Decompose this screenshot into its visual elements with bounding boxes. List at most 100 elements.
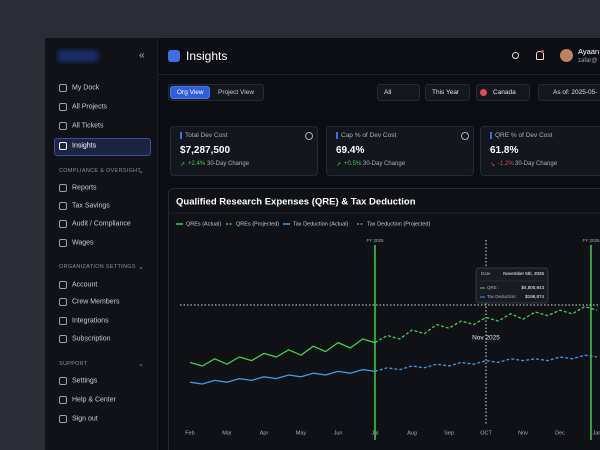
- x-tick-label: Aug: [407, 430, 417, 436]
- avatar[interactable]: [560, 49, 573, 62]
- x-tick-label: Jan: [593, 430, 600, 436]
- x-tick-label: Dec: [555, 430, 565, 436]
- icon: [59, 317, 67, 325]
- x-tick-label: Nov: [518, 430, 528, 436]
- info-icon[interactable]: [305, 132, 313, 140]
- nav-item[interactable]: Crew Members: [72, 298, 120, 306]
- date-picker[interactable]: As of: 2025-05-: [538, 84, 600, 101]
- x-tick-label: Mar: [222, 430, 232, 436]
- filter-dropdown[interactable]: Canada: [476, 84, 530, 101]
- selected-highlight: [54, 138, 151, 156]
- nav-item[interactable]: Account: [72, 281, 98, 289]
- tooltip: [475, 267, 549, 304]
- tab[interactable]: Project View: [218, 89, 255, 96]
- nav-item[interactable]: Wages: [72, 239, 94, 247]
- nav-item[interactable]: Insights: [72, 142, 97, 150]
- kpi-card: QRE % of Dev Cost 61.8% ↘ -1.2% 30-Day C…: [480, 126, 600, 176]
- legend-label: QREs (Actual): [186, 221, 221, 227]
- filter-dropdown[interactable]: All: [377, 84, 420, 101]
- icon: [59, 84, 67, 92]
- x-tick-label: Feb: [185, 430, 194, 436]
- kpi-change: -1.2%: [498, 161, 514, 167]
- icon: [59, 396, 67, 404]
- kpi-value: 69.4%: [336, 145, 365, 156]
- icon: [59, 415, 67, 423]
- nav-item[interactable]: Audit / Compliance: [72, 220, 131, 228]
- user-name: Ayaan: [578, 47, 600, 56]
- section-title: COMPLIANCE & OVERSIGHT: [59, 168, 142, 174]
- kpi-label: Cap % of Dev Cost: [336, 132, 396, 139]
- nav-item[interactable]: Reports: [72, 184, 97, 192]
- nav-item[interactable]: All Tickets: [72, 122, 104, 130]
- icon: [59, 202, 67, 210]
- x-tick-label: Jun: [334, 430, 343, 436]
- annotation: FY 2025: [367, 238, 384, 243]
- nav-item[interactable]: Tax Savings: [72, 202, 110, 210]
- annotation: FY 2026: [583, 238, 600, 243]
- chart-title: Qualified Research Expenses (QRE) & Tax …: [176, 197, 416, 208]
- kpi-label: Total Dev Cost: [180, 132, 227, 139]
- search-button[interactable]: [512, 52, 519, 59]
- tab[interactable]: Org View: [170, 86, 210, 99]
- header-divider: [157, 74, 600, 75]
- kpi-change: +0.5%: [344, 161, 362, 167]
- x-tick-label: May: [296, 430, 307, 436]
- series-line: [189, 368, 376, 385]
- icon: [59, 298, 67, 306]
- section-title: SUPPORT: [59, 361, 88, 367]
- section-title: ORGANIZATION SETTINGS: [59, 264, 136, 270]
- filter-dropdown[interactable]: This Year: [425, 84, 470, 101]
- legend-label: Tax Deduction (Projected): [367, 221, 430, 227]
- sidebar: [45, 38, 158, 450]
- info-icon[interactable]: [461, 132, 469, 140]
- icon: [59, 122, 67, 130]
- nav-item[interactable]: Settings: [72, 377, 98, 385]
- chevron[interactable]: ⌄: [138, 168, 144, 175]
- nav-item[interactable]: Integrations: [72, 317, 109, 325]
- kpi-card: Total Dev Cost $7,287,500 ↗ +2.4% 30-Day…: [170, 126, 318, 176]
- nav-item[interactable]: My Dock: [72, 84, 100, 92]
- user-email: zafar@: [578, 58, 598, 64]
- kpi-period: 30-Day Change: [515, 161, 558, 167]
- x-tick-label: OCT: [480, 430, 492, 436]
- kpi-value: $7,287,500: [180, 145, 231, 156]
- legend-label: QREs (Projected): [236, 221, 279, 227]
- icon: [59, 335, 67, 343]
- series-line: [374, 305, 598, 344]
- kpi-change: +2.4%: [188, 161, 206, 167]
- kpi-period: 30-Day Change: [207, 161, 250, 167]
- page-title: Insights: [186, 49, 228, 63]
- flag-icon: [480, 89, 487, 96]
- nav-item[interactable]: Subscription: [72, 335, 111, 343]
- notification-button[interactable]: [536, 51, 544, 60]
- chart-panel: [168, 188, 600, 450]
- x-tick-label: Jul: [371, 430, 378, 436]
- x-tick-label: Apr: [260, 430, 269, 436]
- icon: [59, 184, 67, 192]
- icon: [59, 103, 67, 111]
- x-tick-label: Sep: [444, 430, 454, 436]
- notification-dot: [541, 50, 544, 53]
- page-icon: [168, 50, 180, 62]
- collapse-button[interactable]: «: [139, 50, 145, 61]
- kpi-card: Cap % of Dev Cost 69.4% ↗ +0.5% 30-Day C…: [326, 126, 474, 176]
- tooltip-value: $198,874: [525, 294, 544, 299]
- icon: [59, 239, 67, 247]
- series-line: [189, 338, 376, 367]
- nav-item[interactable]: Help & Center: [72, 396, 116, 404]
- chevron[interactable]: ⌄: [138, 264, 144, 271]
- tooltip-date: November 5th, 2025: [503, 271, 544, 276]
- kpi-value: 61.8%: [490, 145, 519, 156]
- logo: [58, 50, 98, 62]
- kpi-period: 30-Day Change: [363, 161, 406, 167]
- nav-item[interactable]: All Projects: [72, 103, 108, 111]
- nav-item[interactable]: Sign out: [72, 415, 98, 423]
- tooltip-value: $4,800,943: [521, 285, 544, 290]
- icon: [59, 377, 67, 385]
- tooltip-label: QRE :: [487, 285, 499, 290]
- icon: [59, 281, 67, 289]
- chevron[interactable]: ⌄: [138, 361, 144, 368]
